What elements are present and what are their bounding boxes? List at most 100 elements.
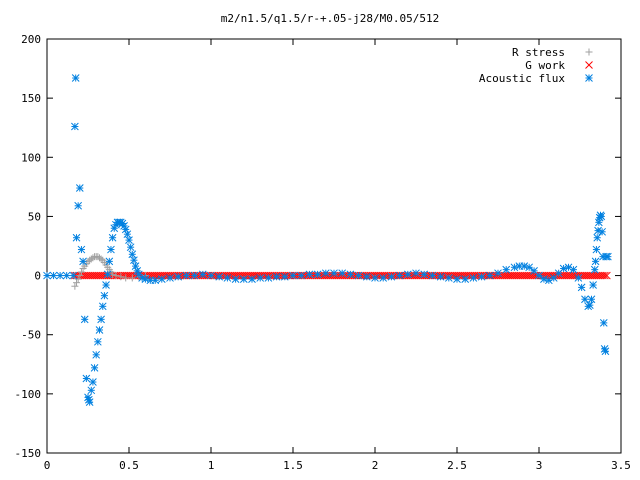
acoustic-flux-point (338, 269, 347, 278)
y-tick-label: 150 (21, 92, 41, 105)
acoustic-flux-point (477, 272, 486, 281)
acoustic-flux-point (469, 274, 478, 282)
acoustic-flux-point (108, 233, 117, 242)
acoustic-flux-point (74, 201, 83, 210)
acoustic-flux-point (305, 270, 314, 279)
acoustic-flux-point (82, 374, 91, 383)
acoustic-flux-point (289, 271, 297, 280)
acoustic-flux-point (601, 347, 610, 356)
acoustic-flux-point (71, 122, 79, 131)
r-stress-point (122, 274, 130, 282)
acoustic-flux-point (346, 270, 355, 279)
acoustic-flux-point (354, 271, 363, 280)
acoustic-flux-point (125, 236, 133, 244)
acoustic-flux-point (321, 269, 330, 278)
acoustic-flux-point (577, 283, 586, 292)
acoustic-flux-point (121, 225, 130, 234)
acoustic-flux-point (231, 275, 240, 283)
y-tick-label: 0 (34, 270, 41, 283)
r-stress-point (97, 255, 105, 263)
acoustic-flux-point (90, 363, 99, 372)
acoustic-flux-series (43, 74, 612, 406)
r-stress-point (89, 254, 97, 262)
x-tick-label: 0 (44, 459, 51, 472)
g-work-point (603, 271, 611, 280)
legend-marker-acoustic-flux (585, 74, 593, 82)
x-tick-label: 0.5 (119, 459, 139, 472)
y-tick-label: 200 (21, 33, 41, 46)
acoustic-flux-point (444, 274, 453, 282)
acoustic-flux-point (131, 262, 140, 270)
acoustic-flux-point (79, 257, 87, 266)
y-tick-label: 50 (28, 210, 41, 223)
acoustic-flux-point (110, 224, 119, 233)
acoustic-flux-point (223, 274, 232, 282)
acoustic-flux-point (103, 270, 112, 279)
y-axis: 200 150 100 50 0 -50 -100 -150 (15, 33, 621, 460)
acoustic-flux-point (190, 271, 199, 280)
acoustic-flux-point (593, 233, 602, 242)
acoustic-flux-point (525, 263, 534, 272)
acoustic-flux-point (313, 270, 322, 279)
acoustic-flux-point (92, 350, 101, 359)
x-tick-label: 2.5 (447, 459, 467, 472)
acoustic-flux-point (540, 275, 548, 283)
acoustic-flux-point (599, 319, 608, 327)
r-stress-point (117, 273, 125, 281)
y-tick-label: 100 (21, 151, 41, 164)
acoustic-flux-point (248, 275, 256, 283)
acoustic-flux-point (592, 245, 601, 254)
acoustic-flux-point (330, 269, 338, 278)
acoustic-flux-point (69, 271, 78, 280)
acoustic-flux-point (256, 274, 265, 282)
acoustic-flux-point (80, 315, 89, 324)
acoustic-flux-point (581, 295, 589, 304)
legend-marker-r-stress (585, 48, 593, 56)
acoustic-flux-point (107, 245, 115, 254)
acoustic-flux-point (485, 271, 494, 280)
x-tick-label: 1.5 (283, 459, 303, 472)
y-tick-label: -50 (21, 329, 41, 342)
acoustic-flux-point (535, 271, 543, 280)
r-stress-point (73, 279, 81, 287)
x-tick-label: 2 (372, 459, 379, 472)
y-tick-label: -150 (15, 447, 42, 460)
legend-label-acoustic-flux: Acoustic flux (479, 72, 565, 85)
acoustic-flux-point (428, 271, 437, 280)
acoustic-flux-point (604, 252, 612, 261)
acoustic-flux-point (98, 302, 107, 311)
acoustic-flux-point (174, 272, 183, 281)
r-stress-point (74, 275, 82, 283)
acoustic-flux-point (85, 398, 94, 406)
acoustic-flux-point (559, 264, 568, 273)
acoustic-flux-point (198, 270, 207, 279)
acoustic-flux-point (123, 230, 132, 239)
x-tick-label: 3 (536, 459, 543, 472)
r-stress-point (77, 268, 85, 276)
acoustic-flux-point (280, 272, 289, 281)
acoustic-flux-point (89, 378, 97, 386)
acoustic-flux-point (494, 269, 502, 278)
legend-marker-g-work (585, 61, 593, 69)
acoustic-flux-point (597, 212, 606, 221)
acoustic-flux-point (97, 315, 105, 324)
acoustic-flux-point (207, 271, 215, 280)
acoustic-flux-point (436, 272, 445, 281)
acoustic-flux-point (371, 274, 379, 282)
g-work-point (601, 271, 609, 280)
acoustic-flux-point (93, 337, 102, 346)
acoustic-flux-point (591, 257, 600, 266)
acoustic-flux-point (297, 271, 306, 280)
acoustic-flux-point (395, 271, 404, 280)
acoustic-flux-point (182, 271, 191, 280)
acoustic-flux-point (362, 272, 371, 281)
legend-label-g-work: G work (525, 59, 565, 72)
acoustic-flux-point (420, 270, 429, 279)
acoustic-flux-point (403, 270, 412, 279)
r-stress-point (112, 272, 120, 280)
acoustic-flux-point (461, 275, 470, 283)
acoustic-flux-point (569, 265, 578, 274)
acoustic-flux-point (595, 218, 603, 227)
